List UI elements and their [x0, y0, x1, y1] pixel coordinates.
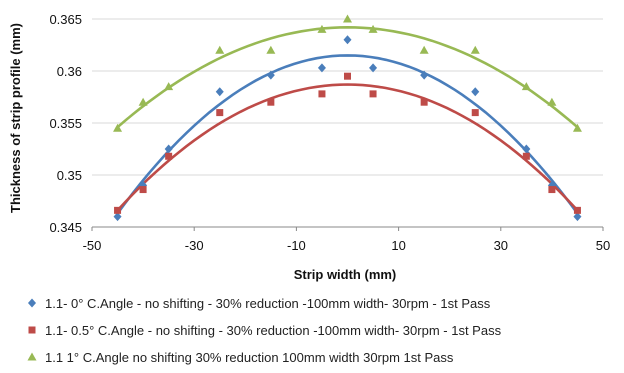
y-tick-label: 0.355 — [49, 116, 82, 131]
data-point-series-2 — [573, 206, 581, 214]
data-point-series-1 — [343, 35, 352, 45]
x-tick-label: 10 — [391, 238, 405, 253]
data-point-series-3 — [215, 45, 225, 54]
data-point-series-3 — [164, 82, 174, 91]
data-point-series-1 — [113, 212, 122, 222]
data-point-series-3 — [470, 45, 480, 54]
data-point-series-2 — [114, 206, 122, 214]
x-axis-title: Strip width (mm) — [294, 267, 397, 282]
y-axis-ticks: 0.345 0.35 0.355 0.36 0.365 — [49, 12, 82, 235]
data-point-series-3 — [419, 45, 429, 54]
data-point-series-2 — [267, 98, 275, 106]
x-tick-label: -10 — [287, 238, 306, 253]
x-tick-label: 30 — [494, 238, 508, 253]
trendline-series-3 — [116, 25, 579, 129]
data-point-series-1 — [215, 87, 224, 97]
data-point-series-3 — [343, 14, 352, 23]
legend-label-series-2: 1.1- 0.5° C.Angle - no shifting - 30% re… — [45, 323, 502, 338]
data-point-series-3 — [266, 45, 276, 54]
data-point-series-1 — [164, 144, 173, 154]
data-point-series-1 — [317, 63, 326, 73]
y-tick-label: 0.345 — [49, 220, 82, 235]
data-point-series-2 — [420, 98, 428, 106]
data-point-series-2 — [471, 109, 479, 117]
data-point-series-2 — [318, 90, 326, 98]
legend-label-series-3: 1.1 1° C.Angle no shifting 30% reduction… — [45, 350, 454, 365]
data-point-series-3 — [138, 97, 148, 106]
legend: 1.1- 0° C.Angle - no shifting - 30% redu… — [27, 296, 502, 365]
legend-marker-series-3 — [27, 352, 37, 361]
legend-marker-series-1 — [28, 298, 36, 308]
data-point-series-2 — [522, 152, 530, 160]
x-tick-label: -50 — [83, 238, 102, 253]
trendline-series-2 — [116, 83, 579, 212]
y-tick-label: 0.35 — [57, 168, 82, 183]
data-point-series-2 — [216, 109, 224, 117]
data-point-series-1 — [420, 70, 429, 80]
trendlines — [116, 25, 579, 215]
data-markers — [113, 14, 582, 222]
data-point-series-1 — [266, 70, 275, 80]
y-tick-label: 0.365 — [49, 12, 82, 27]
data-point-series-3 — [368, 24, 378, 33]
data-point-series-2 — [548, 186, 556, 194]
data-point-series-2 — [344, 72, 351, 80]
data-point-series-3 — [547, 97, 557, 106]
x-axis-ticks: -50 -30 -10 10 30 50 — [83, 227, 610, 253]
data-point-series-2 — [369, 90, 377, 98]
x-tick-label: -30 — [185, 238, 204, 253]
data-point-series-1 — [522, 144, 531, 154]
data-point-series-1 — [471, 87, 480, 97]
y-axis-title: Thickness of strip profile (mm) — [8, 23, 23, 213]
data-point-series-3 — [521, 82, 531, 91]
data-point-series-3 — [572, 123, 582, 132]
trendline-series-1 — [116, 54, 579, 215]
data-point-series-3 — [317, 24, 327, 33]
data-point-series-2 — [165, 152, 173, 160]
x-tick-label: 50 — [596, 238, 610, 253]
data-point-series-3 — [113, 123, 123, 132]
legend-marker-series-2 — [28, 326, 36, 334]
legend-label-series-1: 1.1- 0° C.Angle - no shifting - 30% redu… — [45, 296, 491, 311]
data-point-series-1 — [369, 63, 378, 73]
data-point-series-1 — [573, 212, 582, 222]
data-point-series-2 — [139, 186, 147, 194]
y-tick-label: 0.36 — [57, 64, 82, 79]
